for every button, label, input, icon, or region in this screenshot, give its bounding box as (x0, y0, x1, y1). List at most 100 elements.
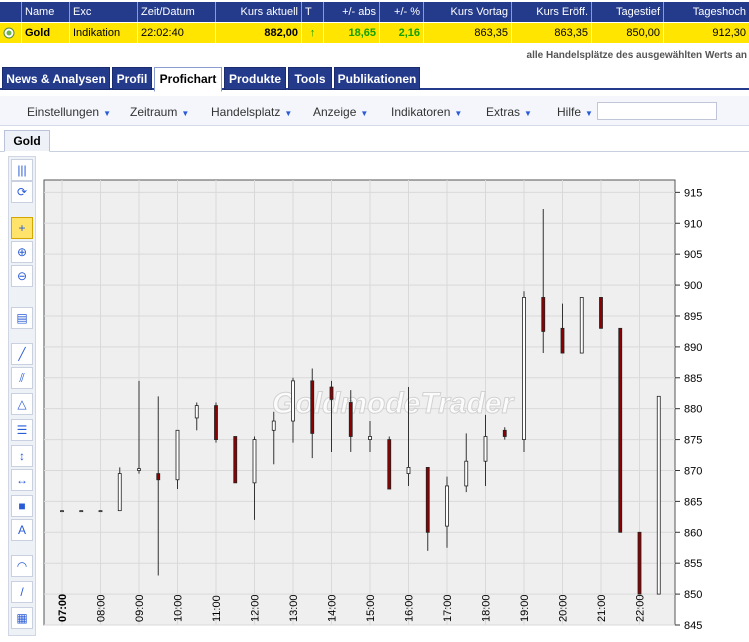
y-tick-label: 875 (684, 435, 702, 447)
candle-body (79, 510, 84, 513)
zoom-out-icon[interactable]: ⊖ (11, 265, 33, 287)
menu-hilfe[interactable]: Hilfe ▼ (557, 105, 593, 119)
header-vortag[interactable]: Kurs Vortag (424, 2, 512, 22)
y-tick-label: 900 (684, 280, 702, 292)
header-eroeff[interactable]: Kurs Eröff. (512, 2, 592, 22)
x-tick-label: 09:00 (134, 594, 146, 622)
tab-profichart[interactable]: Profichart (154, 67, 222, 92)
quote-name[interactable]: Gold (22, 23, 70, 43)
watermark-text: GoldmodeTrader (272, 387, 515, 420)
header-trend[interactable]: T (302, 2, 324, 22)
chart-menubar: Einstellungen ▼ Zeitraum ▼ Handelsplatz ▼ A… (0, 96, 749, 126)
candle-body (368, 436, 372, 440)
refresh-icon[interactable]: ⟳ (11, 181, 33, 203)
fibonacci-icon[interactable]: ☰ (11, 419, 33, 441)
zoom-in-icon[interactable]: ⊕ (11, 241, 33, 263)
x-tick-label: 17:00 (442, 594, 454, 622)
header-hoch[interactable]: Tageshoch (692, 6, 746, 18)
candle-body (599, 297, 603, 329)
header-kurs[interactable]: Kurs aktuell (216, 2, 302, 22)
tab-news[interactable]: News & Analysen (2, 67, 110, 90)
caret-down-icon: ▼ (103, 109, 111, 118)
menu-label: Einstellungen (27, 105, 100, 119)
candlestick-chart[interactable]: 915 910 905 900 895 890 885 880 875 870 865 860 855 8… (42, 178, 748, 633)
candle-body (502, 429, 507, 437)
candle-body (252, 439, 257, 484)
triangle-icon[interactable]: △ (11, 393, 33, 415)
instrument-tabs: Gold (0, 128, 749, 152)
print-icon[interactable]: ▤ (11, 307, 33, 329)
pen-icon[interactable]: / (11, 581, 33, 603)
quote-pct: 2,16 (380, 23, 424, 43)
candle-body (387, 439, 392, 490)
palette-icon[interactable]: ▦ (11, 607, 33, 629)
drawing-tools: ||| ⟳ + ⊕ ⊖ ▤ ╱ ⫽ △ ☰ ↕ ↔ ■ A ◠ / ▦ (8, 156, 36, 636)
trend-up-icon: ↑ (302, 23, 324, 43)
candle-body (60, 510, 64, 513)
quote-exc: Indikation (70, 23, 138, 43)
menu-label: Zeitraum (130, 105, 178, 119)
menu-anzeige[interactable]: Anzeige ▼ (313, 105, 368, 119)
horizontal-line-icon[interactable]: ↔ (11, 469, 33, 491)
x-tick-label: 11:00 (211, 595, 223, 622)
candle-body (560, 327, 565, 354)
candle-body (637, 531, 642, 595)
tab-profil[interactable]: Profil (112, 67, 152, 90)
menu-zeitraum[interactable]: Zeitraum ▼ (130, 105, 189, 119)
candle-body (175, 429, 180, 481)
y-tick-label: 910 (684, 218, 702, 230)
quote-kurs: 882,00 (216, 23, 302, 43)
header-abs[interactable]: +/- abs (324, 2, 380, 22)
symbol-search-input[interactable] (597, 102, 717, 120)
y-tick-label: 855 (684, 558, 702, 570)
tab-gold[interactable]: Gold (4, 130, 50, 152)
quote-vortag: 863,35 (424, 23, 512, 43)
channel-icon[interactable]: ⫽ (11, 367, 33, 389)
header-exc[interactable]: Exc (70, 2, 138, 22)
vertical-line-icon[interactable]: ↕ (11, 445, 33, 467)
tab-publikationen[interactable]: Publikationen (334, 67, 420, 90)
candle-body (541, 297, 546, 332)
candle-body (464, 460, 469, 487)
y-tick-label: 860 (684, 527, 702, 539)
tab-produkte[interactable]: Produkte (224, 67, 286, 90)
candle-body (117, 473, 122, 512)
line-icon[interactable]: ╱ (11, 343, 33, 365)
quote-abs: 18,65 (324, 23, 380, 43)
y-tick-label: 880 (684, 404, 702, 416)
x-tick-label: 16:00 (404, 594, 416, 622)
bars-icon[interactable]: ||| (11, 159, 33, 181)
quote-data-row[interactable]: Gold Indikation 22:02:40 882,00 ↑ 18,65 … (0, 23, 749, 43)
caret-down-icon: ▼ (454, 109, 463, 118)
quote-header-row: Name Exc Zeit/Datum Kurs aktuell T +/- a… (0, 2, 749, 22)
menu-label: Indikatoren (391, 105, 451, 119)
crosshair-icon[interactable]: + (11, 217, 33, 239)
refresh-small-icon[interactable] (0, 23, 22, 43)
candle-body (233, 436, 238, 484)
header-tief[interactable]: Tagestief (592, 2, 664, 22)
y-tick-label: 870 (684, 465, 702, 477)
y-tick-label: 845 (684, 620, 702, 632)
candle-body (214, 405, 218, 440)
candle-body (137, 468, 141, 471)
candle-body (522, 297, 526, 440)
y-tick-label: 915 (684, 187, 702, 199)
quote-time: 22:02:40 (138, 23, 216, 43)
quote-eroeff: 863,35 (512, 23, 592, 43)
menu-indikatoren[interactable]: Indikatoren ▼ (391, 105, 462, 119)
tab-tools[interactable]: Tools (288, 67, 332, 90)
menu-einstellungen[interactable]: Einstellungen ▼ (27, 105, 111, 119)
header-zeit[interactable]: Zeit/Datum (138, 2, 216, 22)
exchange-note[interactable]: alle Handelsplätze des ausgewählten Wert… (526, 50, 747, 61)
text-icon[interactable]: A (11, 519, 33, 541)
caret-down-icon: ▼ (524, 109, 532, 118)
arc-icon[interactable]: ◠ (11, 555, 33, 577)
header-name[interactable]: Name (22, 2, 70, 22)
candle-body (425, 466, 430, 533)
x-tick-label: 15:00 (365, 594, 377, 622)
header-pct[interactable]: +/- % (380, 2, 424, 22)
rectangle-icon[interactable]: ■ (11, 495, 33, 517)
menu-extras[interactable]: Extras ▼ (486, 105, 532, 119)
menu-handelsplatz[interactable]: Handelsplatz ▼ (211, 105, 292, 119)
candle-body (618, 327, 623, 533)
